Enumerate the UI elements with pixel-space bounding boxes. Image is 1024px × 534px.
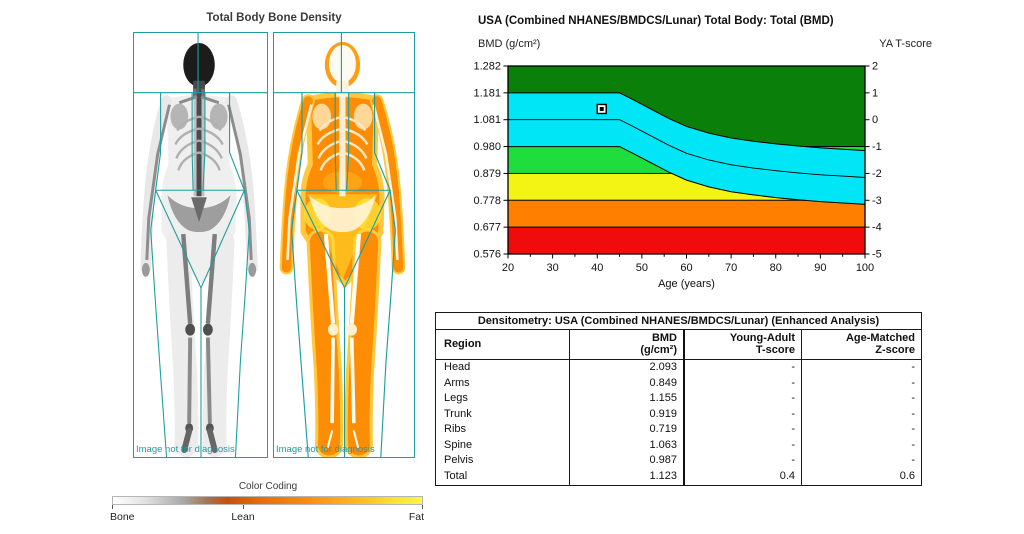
legend-label-lean: Lean bbox=[231, 511, 255, 523]
not-for-diagnosis-watermark: Image not for diagnosis bbox=[276, 444, 375, 455]
scan-panel-title: Total Body Bone Density bbox=[206, 12, 342, 24]
svg-text:90: 90 bbox=[814, 262, 826, 274]
column-header-region: Region bbox=[436, 330, 570, 359]
svg-text:-5: -5 bbox=[872, 249, 882, 261]
svg-text:20: 20 bbox=[502, 262, 514, 274]
svg-text:-2: -2 bbox=[872, 168, 882, 180]
table-row: Arms 0.849 - - bbox=[436, 375, 921, 391]
svg-text:0.980: 0.980 bbox=[473, 141, 501, 153]
svg-text:80: 80 bbox=[770, 262, 782, 274]
svg-text:0: 0 bbox=[872, 114, 878, 126]
roi-lines-overlay bbox=[274, 33, 414, 457]
xray-body-graphic bbox=[134, 33, 267, 457]
fat-tick bbox=[422, 505, 423, 509]
body-composition-color-image: Image not for diagnosis bbox=[273, 32, 415, 458]
svg-text:0.677: 0.677 bbox=[473, 222, 501, 234]
tscore-axis-caption: YA T-score bbox=[879, 38, 932, 50]
bmd-reference-chart: 20 30 40 50 60 70 80 90 100 Age (years) 1.282 2 1.18… bbox=[473, 61, 882, 291]
color-coding-title: Color Coding bbox=[238, 481, 298, 492]
roi-lines-overlay bbox=[134, 33, 267, 457]
chart-title: USA (Combined NHANES/BMDCS/Lunar) Total … bbox=[478, 15, 834, 27]
column-header-zscore: Age-Matched Z-score bbox=[845, 332, 915, 356]
table-header-row: Region BMD (g/cm²) Young-Adult T-score Age… bbox=[436, 330, 921, 360]
svg-text:2: 2 bbox=[872, 61, 878, 73]
bmd-axis-caption: BMD (g/cm²) bbox=[478, 38, 541, 50]
bone-density-xray-image: Image not for diagnosis bbox=[133, 32, 268, 458]
legend-label-fat: Fat bbox=[408, 511, 424, 523]
svg-text:1.282: 1.282 bbox=[473, 61, 501, 73]
column-header-bmd: BMD (g/cm²) bbox=[570, 330, 685, 359]
table-row: Ribs 0.719 - - bbox=[436, 422, 921, 438]
svg-text:50: 50 bbox=[636, 262, 648, 274]
table-title: Densitometry: USA (Combined NHANES/BMDCS… bbox=[436, 313, 921, 330]
color-coding-gradient-bar bbox=[112, 496, 423, 505]
table-row: Trunk 0.919 - - bbox=[436, 406, 921, 422]
table-body: Head 2.093 - - Arms 0.849 - - Legs 1.155… bbox=[436, 360, 921, 485]
table-row: Legs 1.155 - - bbox=[436, 391, 921, 407]
table-row: Spine 1.063 - - bbox=[436, 437, 921, 453]
lean-tick bbox=[243, 505, 244, 509]
table-row-total: Total 1.123 0.4 0.6 bbox=[436, 468, 921, 485]
not-for-diagnosis-watermark: Image not for diagnosis bbox=[136, 444, 235, 455]
svg-text:70: 70 bbox=[725, 262, 737, 274]
svg-text:60: 60 bbox=[680, 262, 692, 274]
densitometry-table: Densitometry: USA (Combined NHANES/BMDCS… bbox=[435, 312, 922, 486]
svg-text:-1: -1 bbox=[872, 141, 882, 153]
svg-text:-4: -4 bbox=[872, 222, 882, 234]
table-row: Head 2.093 - - bbox=[436, 360, 921, 376]
svg-text:0.778: 0.778 bbox=[473, 195, 501, 207]
svg-text:1: 1 bbox=[872, 87, 878, 99]
svg-text:-3: -3 bbox=[872, 195, 882, 207]
column-header-tscore: Young-Adult T-score bbox=[685, 330, 802, 359]
legend-label-bone: Bone bbox=[110, 511, 135, 523]
svg-text:Age (years): Age (years) bbox=[658, 278, 715, 290]
svg-text:1.181: 1.181 bbox=[473, 87, 501, 99]
bone-tick bbox=[112, 505, 113, 509]
svg-text:30: 30 bbox=[547, 262, 559, 274]
svg-text:40: 40 bbox=[591, 262, 603, 274]
table-row: Pelvis 0.987 - - bbox=[436, 453, 921, 469]
svg-text:0.576: 0.576 bbox=[473, 249, 501, 261]
svg-text:100: 100 bbox=[856, 262, 874, 274]
skull-xray bbox=[183, 42, 215, 87]
svg-text:1.081: 1.081 bbox=[473, 114, 501, 126]
color-body-graphic bbox=[274, 33, 414, 457]
svg-text:0.879: 0.879 bbox=[473, 168, 501, 180]
